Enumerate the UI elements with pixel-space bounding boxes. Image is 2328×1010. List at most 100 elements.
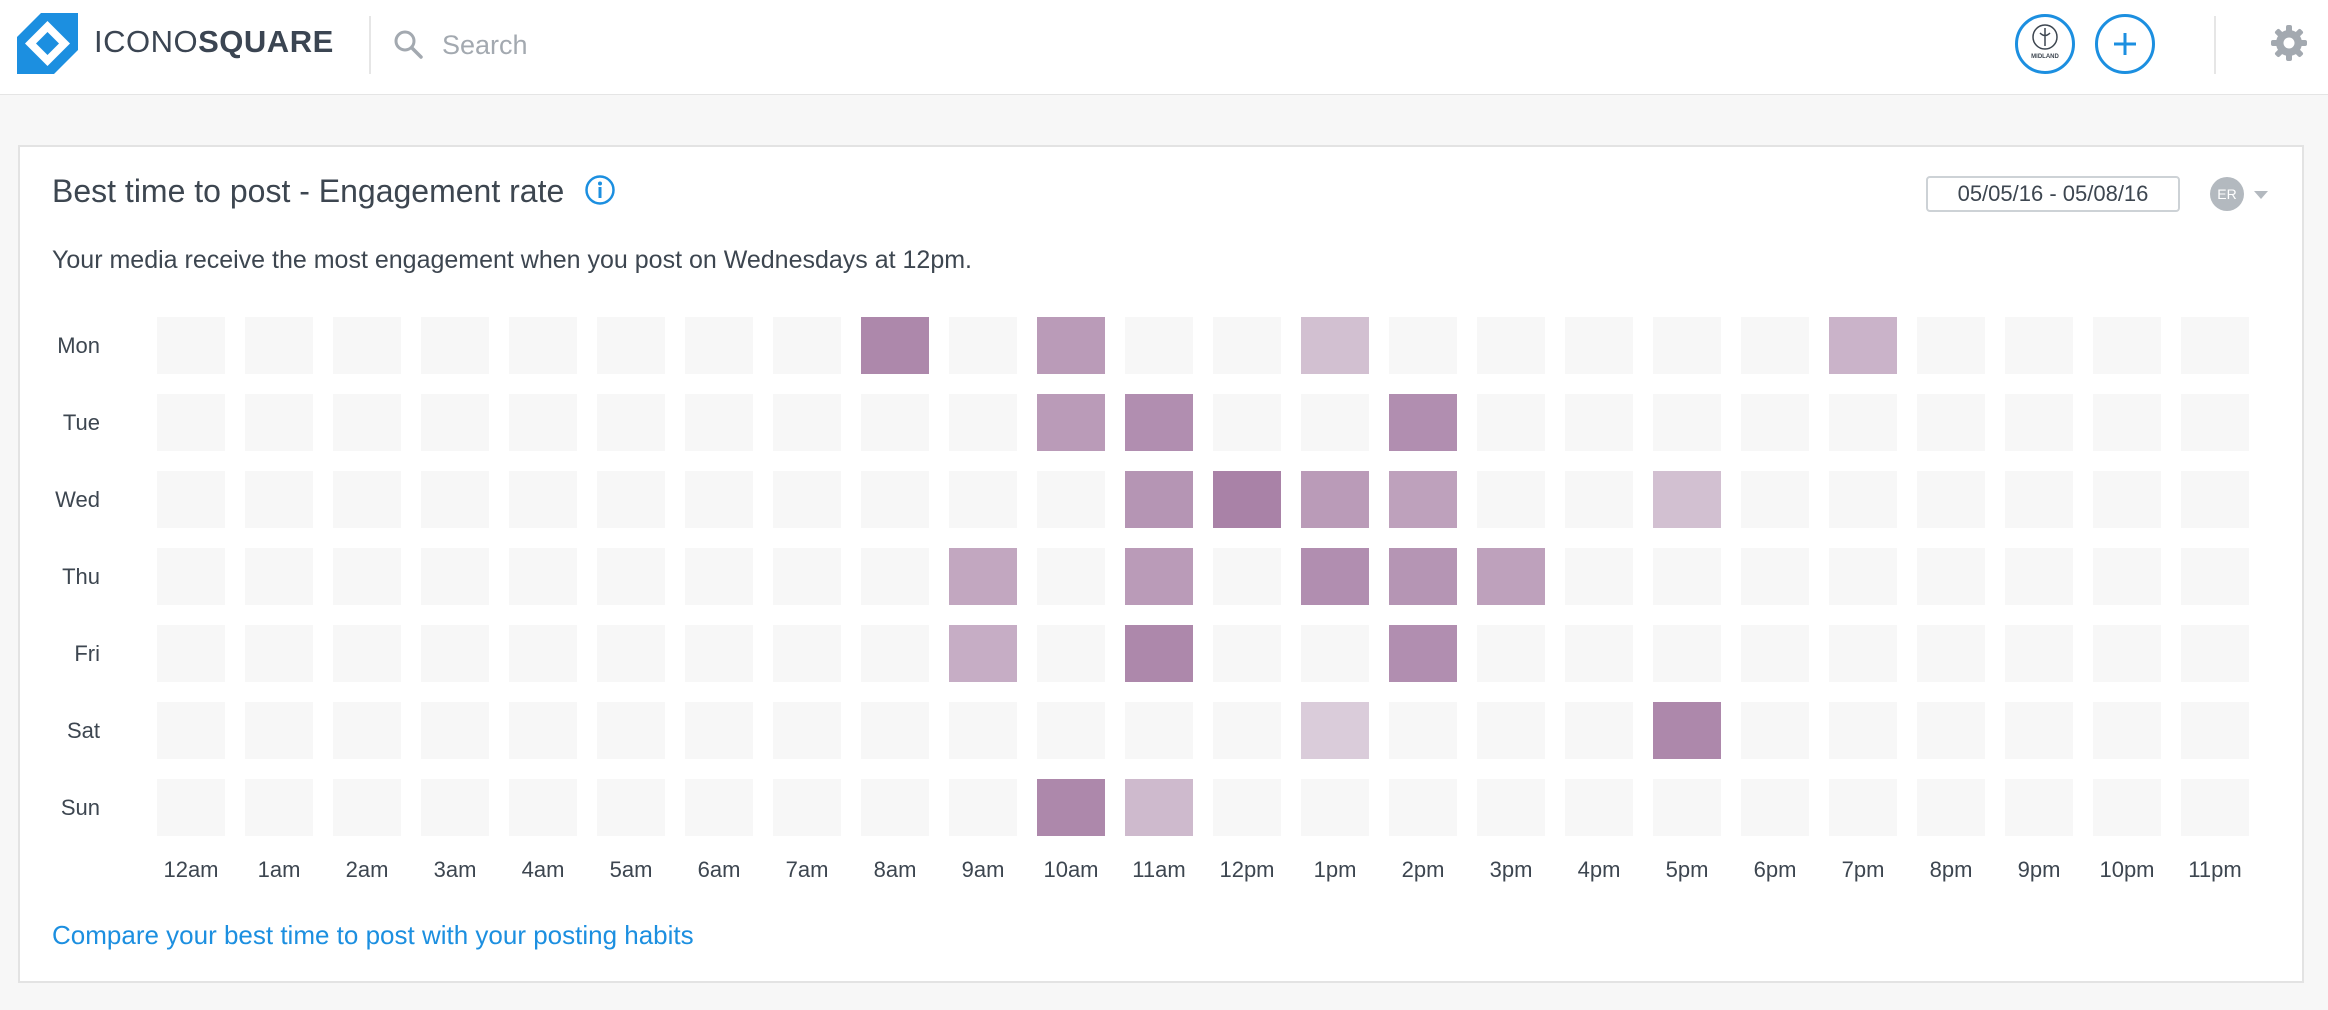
date-range-picker[interactable]: 05/05/16 - 05/08/16 bbox=[1926, 176, 2180, 212]
heatmap-cell-tue-6am[interactable] bbox=[685, 394, 753, 451]
iconosquare-logo-icon[interactable] bbox=[17, 13, 78, 74]
heatmap-cell-sat-6am[interactable] bbox=[685, 702, 753, 759]
heatmap-cell-mon-1pm[interactable] bbox=[1301, 317, 1369, 374]
heatmap-cell-wed-8am[interactable] bbox=[861, 471, 929, 528]
heatmap-cell-wed-7pm[interactable] bbox=[1829, 471, 1897, 528]
heatmap-cell-sun-4am[interactable] bbox=[509, 779, 577, 836]
heatmap-cell-thu-12pm[interactable] bbox=[1213, 548, 1281, 605]
heatmap-cell-wed-9am[interactable] bbox=[949, 471, 1017, 528]
heatmap-cell-tue-11am[interactable] bbox=[1125, 394, 1193, 451]
heatmap-cell-mon-12pm[interactable] bbox=[1213, 317, 1281, 374]
heatmap-cell-mon-6am[interactable] bbox=[685, 317, 753, 374]
heatmap-cell-sun-1pm[interactable] bbox=[1301, 779, 1369, 836]
compare-posting-habits-link[interactable]: Compare your best time to post with your… bbox=[52, 920, 694, 950]
heatmap-cell-tue-5pm[interactable] bbox=[1653, 394, 1721, 451]
heatmap-cell-tue-8am[interactable] bbox=[861, 394, 929, 451]
heatmap-cell-fri-4pm[interactable] bbox=[1565, 625, 1633, 682]
heatmap-cell-fri-1am[interactable] bbox=[245, 625, 313, 682]
heatmap-cell-thu-5am[interactable] bbox=[597, 548, 665, 605]
heatmap-cell-thu-6pm[interactable] bbox=[1741, 548, 1809, 605]
heatmap-cell-wed-8pm[interactable] bbox=[1917, 471, 1985, 528]
heatmap-cell-sat-6pm[interactable] bbox=[1741, 702, 1809, 759]
heatmap-cell-fri-1pm[interactable] bbox=[1301, 625, 1369, 682]
heatmap-cell-sun-5pm[interactable] bbox=[1653, 779, 1721, 836]
heatmap-cell-mon-6pm[interactable] bbox=[1741, 317, 1809, 374]
heatmap-cell-sun-6pm[interactable] bbox=[1741, 779, 1809, 836]
heatmap-cell-sat-8am[interactable] bbox=[861, 702, 929, 759]
heatmap-cell-sat-3pm[interactable] bbox=[1477, 702, 1545, 759]
add-account-button[interactable] bbox=[2095, 14, 2155, 74]
heatmap-cell-fri-8pm[interactable] bbox=[1917, 625, 1985, 682]
heatmap-cell-fri-7am[interactable] bbox=[773, 625, 841, 682]
search-input[interactable] bbox=[440, 22, 1344, 68]
heatmap-cell-fri-4am[interactable] bbox=[509, 625, 577, 682]
heatmap-cell-sat-7pm[interactable] bbox=[1829, 702, 1897, 759]
heatmap-cell-sat-3am[interactable] bbox=[421, 702, 489, 759]
heatmap-cell-tue-11pm[interactable] bbox=[2181, 394, 2249, 451]
heatmap-cell-thu-1am[interactable] bbox=[245, 548, 313, 605]
heatmap-cell-thu-9pm[interactable] bbox=[2005, 548, 2073, 605]
heatmap-cell-sat-10pm[interactable] bbox=[2093, 702, 2161, 759]
heatmap-cell-sat-11pm[interactable] bbox=[2181, 702, 2249, 759]
heatmap-cell-mon-8am[interactable] bbox=[861, 317, 929, 374]
heatmap-cell-mon-5pm[interactable] bbox=[1653, 317, 1721, 374]
heatmap-cell-fri-8am[interactable] bbox=[861, 625, 929, 682]
heatmap-cell-sat-1pm[interactable] bbox=[1301, 702, 1369, 759]
heatmap-cell-mon-9am[interactable] bbox=[949, 317, 1017, 374]
heatmap-cell-sat-2pm[interactable] bbox=[1389, 702, 1457, 759]
heatmap-cell-mon-12am[interactable] bbox=[157, 317, 225, 374]
heatmap-cell-sun-8pm[interactable] bbox=[1917, 779, 1985, 836]
heatmap-cell-mon-4am[interactable] bbox=[509, 317, 577, 374]
heatmap-cell-tue-12pm[interactable] bbox=[1213, 394, 1281, 451]
heatmap-cell-tue-7am[interactable] bbox=[773, 394, 841, 451]
heatmap-cell-wed-5pm[interactable] bbox=[1653, 471, 1721, 528]
heatmap-cell-sun-7am[interactable] bbox=[773, 779, 841, 836]
heatmap-cell-tue-2am[interactable] bbox=[333, 394, 401, 451]
heatmap-cell-thu-8am[interactable] bbox=[861, 548, 929, 605]
heatmap-cell-sat-8pm[interactable] bbox=[1917, 702, 1985, 759]
info-icon[interactable] bbox=[584, 174, 616, 206]
heatmap-cell-mon-10am[interactable] bbox=[1037, 317, 1105, 374]
heatmap-cell-wed-6am[interactable] bbox=[685, 471, 753, 528]
heatmap-cell-sun-7pm[interactable] bbox=[1829, 779, 1897, 836]
heatmap-cell-tue-1pm[interactable] bbox=[1301, 394, 1369, 451]
heatmap-cell-wed-4am[interactable] bbox=[509, 471, 577, 528]
heatmap-cell-fri-9pm[interactable] bbox=[2005, 625, 2073, 682]
heatmap-cell-tue-4am[interactable] bbox=[509, 394, 577, 451]
heatmap-cell-sat-9pm[interactable] bbox=[2005, 702, 2073, 759]
heatmap-cell-tue-5am[interactable] bbox=[597, 394, 665, 451]
heatmap-cell-fri-11am[interactable] bbox=[1125, 625, 1193, 682]
heatmap-cell-thu-7am[interactable] bbox=[773, 548, 841, 605]
heatmap-cell-fri-5pm[interactable] bbox=[1653, 625, 1721, 682]
heatmap-cell-mon-1am[interactable] bbox=[245, 317, 313, 374]
heatmap-cell-mon-2am[interactable] bbox=[333, 317, 401, 374]
heatmap-cell-thu-3pm[interactable] bbox=[1477, 548, 1545, 605]
heatmap-cell-fri-7pm[interactable] bbox=[1829, 625, 1897, 682]
heatmap-cell-fri-9am[interactable] bbox=[949, 625, 1017, 682]
heatmap-cell-tue-12am[interactable] bbox=[157, 394, 225, 451]
heatmap-cell-fri-2am[interactable] bbox=[333, 625, 401, 682]
account-avatar[interactable]: MIDLAND bbox=[2015, 14, 2075, 74]
heatmap-cell-fri-10am[interactable] bbox=[1037, 625, 1105, 682]
heatmap-cell-mon-3pm[interactable] bbox=[1477, 317, 1545, 374]
heatmap-cell-fri-6pm[interactable] bbox=[1741, 625, 1809, 682]
heatmap-cell-tue-1am[interactable] bbox=[245, 394, 313, 451]
heatmap-cell-sun-3am[interactable] bbox=[421, 779, 489, 836]
heatmap-cell-thu-4am[interactable] bbox=[509, 548, 577, 605]
heatmap-cell-wed-4pm[interactable] bbox=[1565, 471, 1633, 528]
heatmap-cell-tue-7pm[interactable] bbox=[1829, 394, 1897, 451]
heatmap-cell-wed-12pm[interactable] bbox=[1213, 471, 1281, 528]
heatmap-cell-tue-10am[interactable] bbox=[1037, 394, 1105, 451]
heatmap-cell-sat-9am[interactable] bbox=[949, 702, 1017, 759]
heatmap-cell-mon-11pm[interactable] bbox=[2181, 317, 2249, 374]
heatmap-cell-sun-11am[interactable] bbox=[1125, 779, 1193, 836]
heatmap-cell-wed-1am[interactable] bbox=[245, 471, 313, 528]
heatmap-cell-wed-2pm[interactable] bbox=[1389, 471, 1457, 528]
heatmap-cell-sun-10am[interactable] bbox=[1037, 779, 1105, 836]
heatmap-cell-wed-10pm[interactable] bbox=[2093, 471, 2161, 528]
heatmap-cell-sun-2pm[interactable] bbox=[1389, 779, 1457, 836]
brand-name[interactable]: ICONOSQUARE bbox=[94, 24, 334, 60]
heatmap-cell-mon-9pm[interactable] bbox=[2005, 317, 2073, 374]
heatmap-cell-sat-4pm[interactable] bbox=[1565, 702, 1633, 759]
heatmap-cell-thu-2am[interactable] bbox=[333, 548, 401, 605]
